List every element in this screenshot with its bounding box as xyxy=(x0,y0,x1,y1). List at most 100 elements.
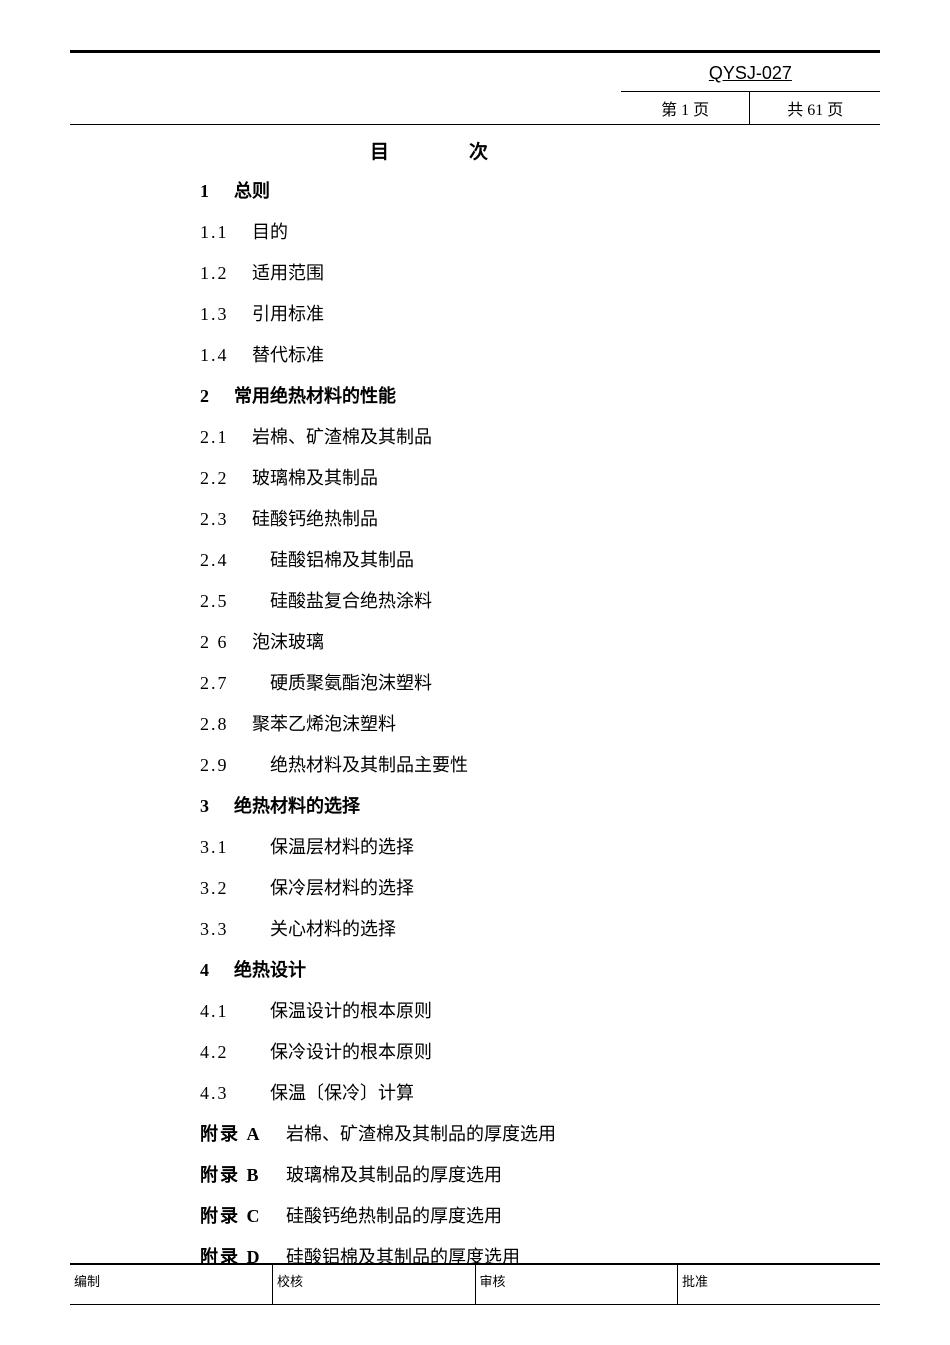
toc-line: 4.3保温〔保冷〕计算 xyxy=(200,1080,880,1107)
toc-number: 2 xyxy=(200,383,234,410)
header-area: QYSJ-027 第 1 页 共 61 页 xyxy=(70,50,880,125)
toc-number: 1.3 xyxy=(200,301,252,328)
toc-number: 2.7 xyxy=(200,670,270,697)
appendix-text: 硅酸钙绝热制品的厚度选用 xyxy=(286,1206,502,1226)
toc-line: 2 6泡沫玻璃 xyxy=(200,629,880,656)
header-cell-right: QYSJ-027 第 1 页 共 61 页 xyxy=(621,53,880,124)
toc-number: 4.3 xyxy=(200,1080,270,1107)
toc-line: 2常用绝热材料的性能 xyxy=(200,383,880,410)
toc-text: 引用标准 xyxy=(252,304,324,324)
toc-text: 适用范围 xyxy=(252,263,324,283)
header-table: QYSJ-027 第 1 页 共 61 页 xyxy=(70,53,880,124)
footer-cell-approve: 批准 xyxy=(678,1265,881,1304)
toc-line: 3.3关心材料的选择 xyxy=(200,916,880,943)
toc-text: 目的 xyxy=(252,222,288,242)
appendix-label: 附录 C xyxy=(200,1203,276,1230)
toc-text: 泡沫玻璃 xyxy=(252,632,324,652)
toc-number: 2.2 xyxy=(200,465,252,492)
toc-line: 3.1保温层材料的选择 xyxy=(200,834,880,861)
footer-cell-compile: 编制 xyxy=(70,1265,273,1304)
toc-text: 常用绝热材料的性能 xyxy=(234,386,396,406)
toc-text: 硅酸盐复合绝热涂料 xyxy=(270,591,432,611)
page-total: 共 61 页 xyxy=(750,92,880,124)
toc-line: 2.1岩棉、矿渣棉及其制品 xyxy=(200,424,880,451)
appendix-label: 附录 B xyxy=(200,1162,276,1189)
toc-number: 4.1 xyxy=(200,998,270,1025)
doc-code: QYSJ-027 xyxy=(709,63,792,84)
footer-cell-review: 审核 xyxy=(475,1265,678,1304)
page-container: QYSJ-027 第 1 页 共 61 页 目次 1总则1.1目的1.2适用范围… xyxy=(0,0,950,1345)
toc-text: 玻璃棉及其制品 xyxy=(252,468,378,488)
toc-line: 3绝热材料的选择 xyxy=(200,793,880,820)
toc-title: 目次 xyxy=(370,137,880,164)
toc-text: 保温〔保冷〕计算 xyxy=(270,1083,414,1103)
toc-number: 3.2 xyxy=(200,875,270,902)
toc-number: 1.4 xyxy=(200,342,252,369)
toc-text: 硅酸钙绝热制品 xyxy=(252,509,378,529)
toc-appendix-line: 附录 C 硅酸钙绝热制品的厚度选用 xyxy=(200,1203,880,1230)
toc-line: 1.1目的 xyxy=(200,219,880,246)
toc-sections: 1总则1.1目的1.2适用范围1.3引用标准1.4替代标准2常用绝热材料的性能2… xyxy=(200,178,880,1107)
toc-line: 2.4硅酸铝棉及其制品 xyxy=(200,547,880,574)
doc-code-row: QYSJ-027 xyxy=(621,53,880,91)
appendix-text: 岩棉、矿渣棉及其制品的厚度选用 xyxy=(286,1124,556,1144)
toc-text: 关心材料的选择 xyxy=(270,919,396,939)
toc-text: 绝热材料及其制品主要性 xyxy=(270,755,468,775)
toc-line: 2.8聚苯乙烯泡沫塑料 xyxy=(200,711,880,738)
toc-number: 1.1 xyxy=(200,219,252,246)
toc-line: 2.5硅酸盐复合绝热涂料 xyxy=(200,588,880,615)
toc-line: 1.2适用范围 xyxy=(200,260,880,287)
toc-text: 保温层材料的选择 xyxy=(270,837,414,857)
page-info-row: 第 1 页 共 61 页 xyxy=(621,91,880,124)
appendix-text: 玻璃棉及其制品的厚度选用 xyxy=(286,1165,502,1185)
toc-number: 3 xyxy=(200,793,234,820)
toc-number: 2.3 xyxy=(200,506,252,533)
toc-text: 保冷层材料的选择 xyxy=(270,878,414,898)
toc-appendix-line: 附录 B 玻璃棉及其制品的厚度选用 xyxy=(200,1162,880,1189)
content-area: 目次 1总则1.1目的1.2适用范围1.3引用标准1.4替代标准2常用绝热材料的… xyxy=(70,125,880,1271)
toc-number: 2 6 xyxy=(200,629,252,656)
toc-line: 3.2保冷层材料的选择 xyxy=(200,875,880,902)
toc-text: 绝热设计 xyxy=(234,960,306,980)
toc-number: 2.5 xyxy=(200,588,270,615)
toc-text: 聚苯乙烯泡沫塑料 xyxy=(252,714,396,734)
header-cell-left xyxy=(70,53,329,124)
toc-line: 2.7硬质聚氨酯泡沫塑料 xyxy=(200,670,880,697)
toc-number: 1.2 xyxy=(200,260,252,287)
toc-number: 2.1 xyxy=(200,424,252,451)
toc-number: 1 xyxy=(200,178,234,205)
toc-text: 保温设计的根本原则 xyxy=(270,1001,432,1021)
toc-line: 4.1保温设计的根本原则 xyxy=(200,998,880,1025)
toc-text: 绝热材料的选择 xyxy=(234,796,360,816)
toc-line: 2.3硅酸钙绝热制品 xyxy=(200,506,880,533)
appendix-label: 附录 A xyxy=(200,1121,276,1148)
toc-line: 4.2保冷设计的根本原则 xyxy=(200,1039,880,1066)
toc-text: 岩棉、矿渣棉及其制品 xyxy=(252,427,432,447)
footer-bottom-line xyxy=(70,1304,880,1305)
toc-number: 4.2 xyxy=(200,1039,270,1066)
toc-line: 4绝热设计 xyxy=(200,957,880,984)
footer-table: 编制 校核 审核 批准 xyxy=(70,1265,880,1304)
toc-appendix-line: 附录 A 岩棉、矿渣棉及其制品的厚度选用 xyxy=(200,1121,880,1148)
toc-number: 3.3 xyxy=(200,916,270,943)
toc-line: 2.9绝热材料及其制品主要性 xyxy=(200,752,880,779)
toc-number: 2.8 xyxy=(200,711,252,738)
toc-number: 2.9 xyxy=(200,752,270,779)
toc-line: 1.3引用标准 xyxy=(200,301,880,328)
page-current: 第 1 页 xyxy=(621,92,751,124)
toc-text: 硅酸铝棉及其制品 xyxy=(270,550,414,570)
toc-number: 4 xyxy=(200,957,234,984)
header-bottom-line xyxy=(70,124,880,125)
header-cell-middle xyxy=(329,53,621,124)
toc-line: 1.4替代标准 xyxy=(200,342,880,369)
toc-line: 1总则 xyxy=(200,178,880,205)
toc-text: 总则 xyxy=(234,181,270,201)
toc-number: 2.4 xyxy=(200,547,270,574)
toc-line: 2.2玻璃棉及其制品 xyxy=(200,465,880,492)
toc-text: 替代标准 xyxy=(252,345,324,365)
toc-text: 保冷设计的根本原则 xyxy=(270,1042,432,1062)
footer-cell-check: 校核 xyxy=(273,1265,476,1304)
footer-area: 编制 校核 审核 批准 xyxy=(70,1263,880,1305)
toc-appendices: 附录 A 岩棉、矿渣棉及其制品的厚度选用附录 B 玻璃棉及其制品的厚度选用附录 C 硅… xyxy=(200,1121,880,1271)
toc-number: 3.1 xyxy=(200,834,270,861)
